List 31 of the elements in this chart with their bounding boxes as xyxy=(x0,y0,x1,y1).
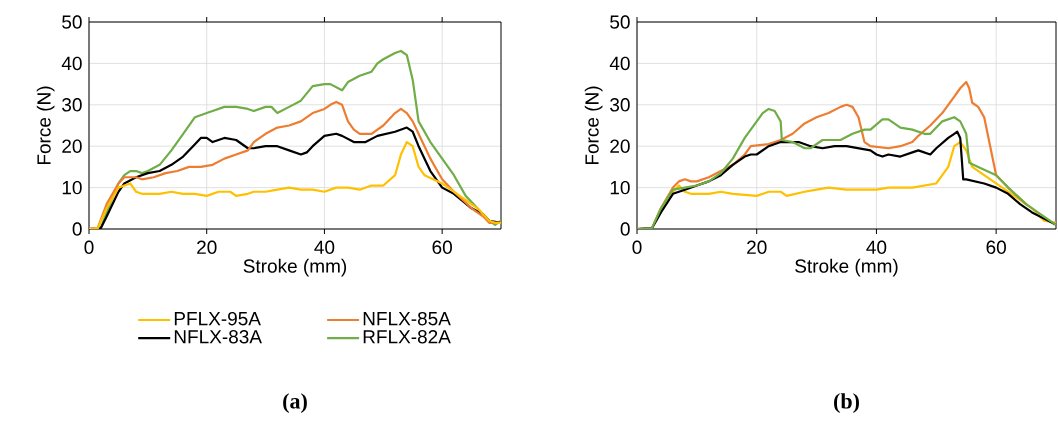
x-axis-title: Stroke (mm) xyxy=(243,258,347,277)
y-tick-label: 10 xyxy=(610,180,630,195)
legend-label: NFLX-83A xyxy=(174,330,262,344)
y-tick-label: 30 xyxy=(610,98,630,112)
x-tick-label: 40 xyxy=(314,240,335,254)
y-tick-label: 20 xyxy=(62,139,82,153)
line-series xyxy=(637,107,1057,229)
y-axis-title: Force (N) xyxy=(584,86,603,165)
y-tick-label: 50 xyxy=(610,15,630,29)
legend-label: RFLX-82A xyxy=(363,330,451,344)
y-axis-title: Force (N) xyxy=(36,86,55,165)
y-tick-label: 40 xyxy=(609,56,630,71)
legend-label: NFLX-85A xyxy=(363,311,451,326)
y-tick-label: 10 xyxy=(62,180,82,195)
text: (a) xyxy=(283,393,307,414)
y-tick-label: 30 xyxy=(62,98,82,112)
x-tick-label: 0 xyxy=(84,240,94,254)
text: (b) xyxy=(834,393,859,414)
y-tick-label: 0 xyxy=(72,222,82,236)
y-tick-label: 20 xyxy=(610,139,630,153)
x-tick-label: 60 xyxy=(432,240,452,254)
x-tick-label: 60 xyxy=(986,240,1006,254)
x-axis-title: Stroke (mm) xyxy=(795,258,898,277)
x-tick-label: 0 xyxy=(632,240,642,254)
y-tick-label: 0 xyxy=(620,222,630,236)
x-tick-label: 40 xyxy=(866,240,887,254)
legend-label: PFLX-95A xyxy=(174,311,261,326)
x-tick-label: 20 xyxy=(197,240,217,254)
y-tick-label: 40 xyxy=(61,56,82,71)
x-tick-label: 20 xyxy=(747,240,767,254)
y-tick-label: 50 xyxy=(62,15,82,29)
